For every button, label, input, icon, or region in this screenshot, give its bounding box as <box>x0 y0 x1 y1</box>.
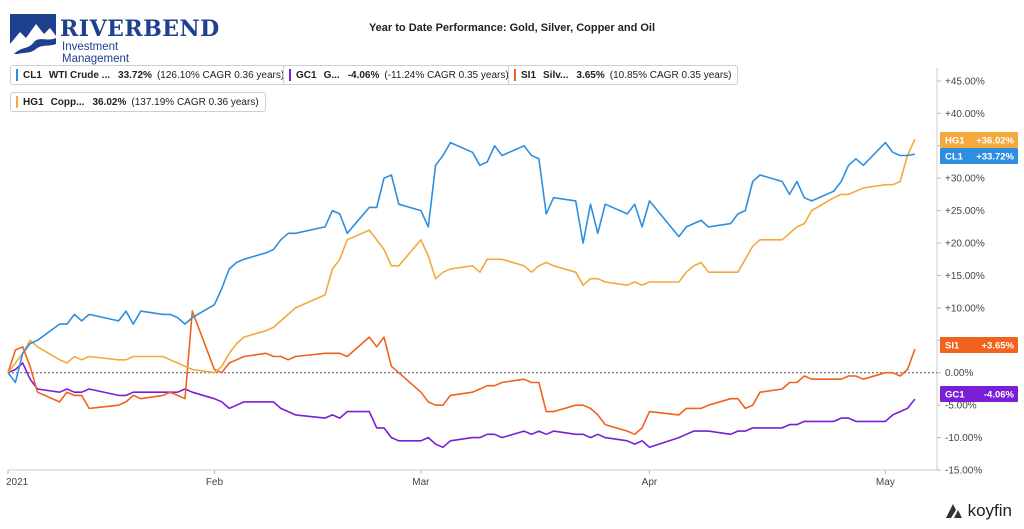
end-label-ticker: HG1 <box>945 136 965 147</box>
series-line-hg1 <box>7 138 916 374</box>
koyfin-watermark: koyfin <box>944 501 1012 521</box>
end-label-value: +36.02% <box>976 136 1014 147</box>
end-label-ticker: CL1 <box>945 152 964 163</box>
end-label-bg <box>940 132 1018 148</box>
legend-item-cl1[interactable]: CL1 WTI Crude ... 33.72% (126.10% CAGR 0.36… <box>10 65 292 85</box>
y-tick-label: +25.00% <box>945 206 985 217</box>
koyfin-logo-icon <box>945 504 962 518</box>
legend-cagr: (137.19% CAGR 0.36 years) <box>131 96 259 108</box>
legend-item-si1[interactable]: SI1 Silv... 3.65% (10.85% CAGR 0.35 years) <box>508 65 739 85</box>
end-label-ticker: SI1 <box>945 341 960 352</box>
y-tick-label: +40.00% <box>945 109 985 120</box>
legend-name: Silv... <box>543 69 569 81</box>
koyfin-brand: koyfin <box>967 501 1012 520</box>
series-line-gc1 <box>7 362 916 449</box>
end-label-gc1: GC1 -4.06% <box>940 386 1018 402</box>
legend-item-hg1[interactable]: HG1 Copp... 36.02% (137.19% CAGR 0.36 years… <box>10 92 266 112</box>
x-tick-label: May <box>876 477 895 488</box>
legend-swatch <box>514 69 516 81</box>
x-tick-label: Feb <box>206 477 224 488</box>
y-tick-label: +10.00% <box>945 303 985 314</box>
riverbend-mark-icon <box>10 14 56 54</box>
end-label-hg1: HG1 +36.02% <box>940 132 1018 148</box>
end-label-cl1: CL1 +33.72% <box>940 148 1018 164</box>
legend-name: G... <box>323 69 340 81</box>
x-tick-label: Apr <box>642 477 658 488</box>
x-tick-label: 2021 <box>6 477 29 488</box>
legend-ticker: SI1 <box>521 69 537 81</box>
legend-swatch <box>289 69 291 81</box>
y-tick-label: 0.00% <box>945 368 973 379</box>
y-tick-label: +20.00% <box>945 239 985 250</box>
end-label-bg <box>940 386 1018 402</box>
brand-name: RIVERBEND <box>60 16 220 42</box>
end-label-bg <box>940 337 1018 353</box>
legend-ticker: HG1 <box>23 96 44 108</box>
y-tick-label: -5.00% <box>945 401 977 412</box>
legend-cagr: (-11.24% CAGR 0.35 years) <box>384 69 509 81</box>
x-tick-label: Mar <box>412 477 430 488</box>
legend-cagr: (10.85% CAGR 0.35 years) <box>609 69 732 81</box>
end-label-bg <box>940 148 1018 164</box>
end-label-ticker: GC1 <box>945 390 965 401</box>
legend-swatch <box>16 96 18 108</box>
chart-title: Year to Date Performance: Gold, Silver, … <box>368 22 656 34</box>
legend-name: Copp... <box>50 96 85 108</box>
legend-pct: -4.06% <box>347 69 380 81</box>
legend-pct: 3.65% <box>576 69 605 81</box>
legend-pct: 33.72% <box>118 69 152 81</box>
y-tick-label: +15.00% <box>945 271 985 282</box>
legend-cagr: (126.10% CAGR 0.36 years) <box>156 69 285 81</box>
y-tick-label: +30.00% <box>945 174 985 185</box>
brand-subtitle: Investment Management <box>62 41 130 65</box>
y-tick-label: -10.00% <box>945 433 982 444</box>
y-tick-label: -15.00% <box>945 466 982 477</box>
legend-swatch <box>16 69 18 81</box>
series-line-si1 <box>7 310 916 436</box>
brand-logo: RIVERBEND Investment Management <box>10 12 219 65</box>
legend-item-gc1[interactable]: GC1 G... -4.06% (-11.24% CAGR 0.35 years) <box>283 65 516 85</box>
y-tick-label: +45.00% <box>945 76 985 87</box>
legend-ticker: GC1 <box>296 69 317 81</box>
legend-name: WTI Crude ... <box>48 69 111 81</box>
legend-pct: 36.02% <box>92 96 127 108</box>
end-label-value: -4.06% <box>984 390 1015 401</box>
series-line-cl1 <box>7 141 916 384</box>
legend-ticker: CL1 <box>23 69 42 81</box>
end-label-value: +33.72% <box>976 152 1014 163</box>
end-label-si1: SI1 +3.65% <box>940 337 1018 353</box>
end-label-value: +3.65% <box>982 341 1015 352</box>
